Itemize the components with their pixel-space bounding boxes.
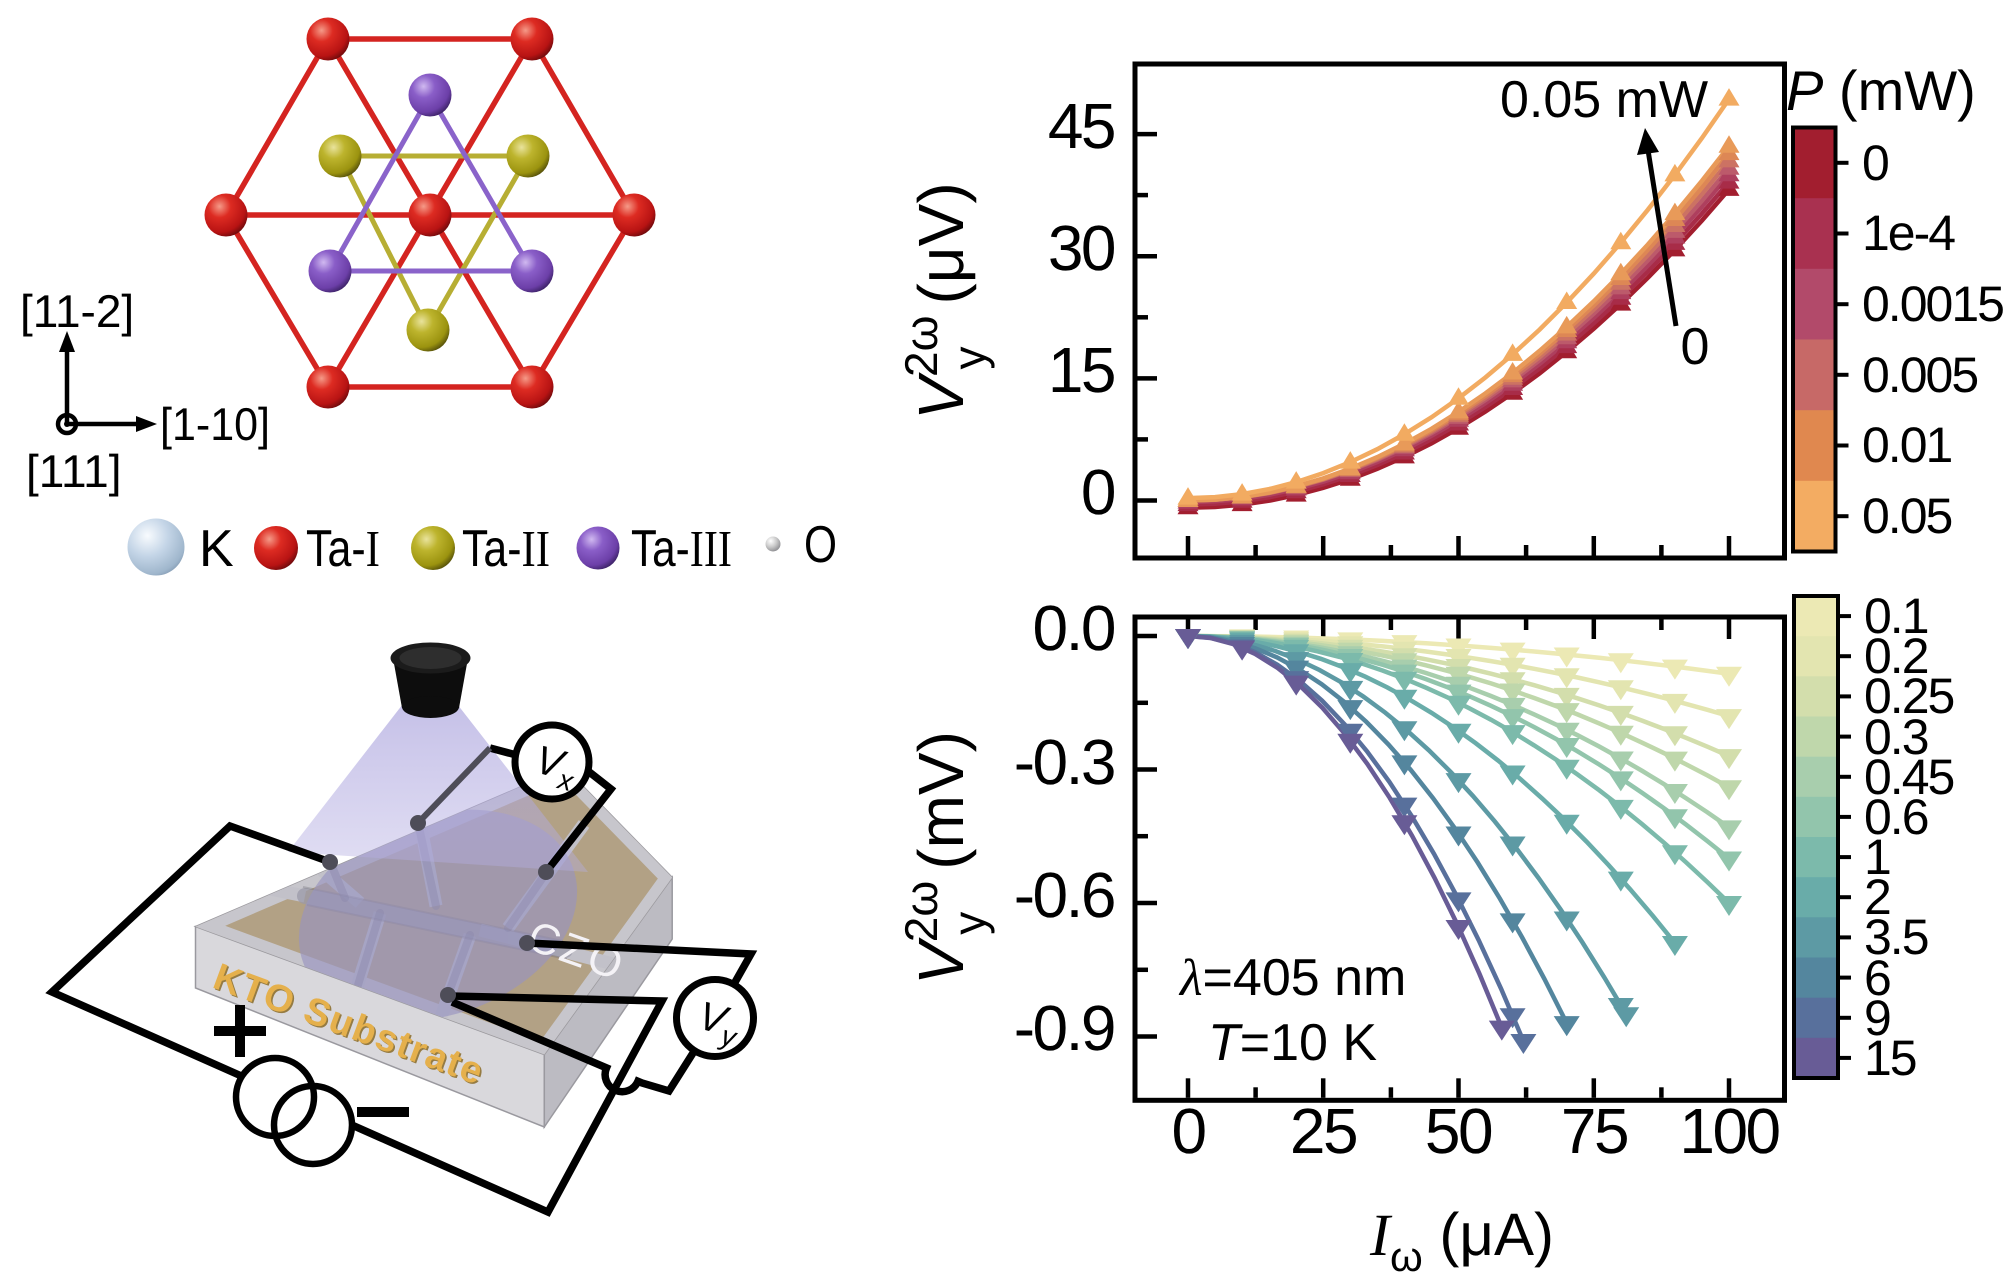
svg-text:0.01: 0.01 <box>1862 417 1952 473</box>
svg-text:V2ωy(mV): V2ωy(mV) <box>895 731 995 985</box>
svg-text:1: 1 <box>1864 829 1890 885</box>
svg-text:λ=405 nm: λ=405 nm <box>1178 949 1406 1007</box>
svg-text:25: 25 <box>1290 1095 1356 1167</box>
svg-text:-0.3: -0.3 <box>1014 726 1114 798</box>
svg-text:T=10 K: T=10 K <box>1208 1014 1377 1072</box>
svg-text:2: 2 <box>1864 869 1890 925</box>
svg-text:0: 0 <box>1171 1095 1205 1167</box>
svg-text:0.2: 0.2 <box>1864 628 1928 684</box>
svg-text:0.25: 0.25 <box>1864 668 1954 724</box>
svg-text:Ta-III: Ta-III <box>631 520 732 578</box>
svg-text:0.0: 0.0 <box>1033 592 1115 664</box>
svg-text:15: 15 <box>1048 334 1114 406</box>
svg-text:100: 100 <box>1679 1095 1779 1167</box>
svg-text:[111]: [111] <box>26 445 121 497</box>
svg-text:[11-2]: [11-2] <box>20 285 134 337</box>
svg-text:0.05 mW: 0.05 mW <box>1500 71 1708 129</box>
svg-text:Ta-I: Ta-I <box>306 520 380 578</box>
svg-text:50: 50 <box>1425 1095 1492 1167</box>
svg-text:V2ωy(μV): V2ωy(μV) <box>895 182 995 419</box>
svg-text:0.1: 0.1 <box>1864 588 1928 644</box>
svg-text:0.05: 0.05 <box>1862 488 1952 544</box>
svg-text:0.005: 0.005 <box>1862 347 1977 403</box>
svg-text:15: 15 <box>1864 1030 1916 1086</box>
svg-text:K: K <box>199 520 234 578</box>
svg-text:-0.9: -0.9 <box>1014 992 1114 1064</box>
svg-text:6: 6 <box>1864 950 1890 1006</box>
svg-text:9: 9 <box>1864 990 1890 1046</box>
svg-text:75: 75 <box>1561 1095 1627 1167</box>
svg-text:0.6: 0.6 <box>1864 789 1928 845</box>
svg-text:0: 0 <box>1081 456 1115 528</box>
svg-text:0.3: 0.3 <box>1864 709 1928 765</box>
svg-text:[1-10]: [1-10] <box>160 398 270 450</box>
svg-text:30: 30 <box>1048 212 1115 284</box>
svg-text:3.5: 3.5 <box>1864 909 1928 965</box>
svg-text:0.45: 0.45 <box>1864 749 1954 805</box>
svg-text:Ta-II: Ta-II <box>462 520 550 578</box>
svg-text:Iω (μA): Iω (μA) <box>1369 1201 1554 1280</box>
svg-text:0: 0 <box>1681 318 1710 376</box>
svg-text:O: O <box>804 516 837 574</box>
svg-text:P (mW): P (mW) <box>1786 59 1976 122</box>
svg-text:0: 0 <box>1862 135 1888 191</box>
svg-text:45: 45 <box>1048 90 1114 162</box>
svg-text:-0.6: -0.6 <box>1014 859 1114 931</box>
svg-text:0.0015: 0.0015 <box>1862 276 2003 332</box>
svg-text:1e-4: 1e-4 <box>1862 205 1955 261</box>
